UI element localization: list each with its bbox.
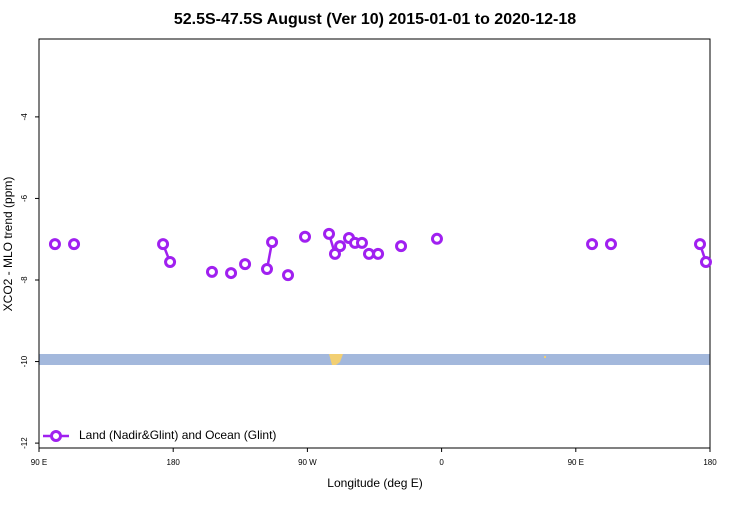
data-point	[694, 238, 707, 251]
legend-label: Land (Nadir&Glint) and Ocean (Glint)	[79, 428, 276, 442]
data-point	[355, 236, 368, 249]
data-point	[266, 236, 279, 249]
data-point	[334, 240, 347, 253]
x-tick-label: 180	[167, 458, 181, 467]
x-tick-label: 90 W	[298, 458, 317, 467]
legend-marker	[50, 430, 62, 442]
y-tick-label: -4	[20, 113, 29, 121]
data-point	[372, 247, 385, 260]
y-tick-label: -8	[20, 276, 29, 284]
data-point	[68, 238, 81, 251]
data-point	[48, 238, 61, 251]
data-point	[430, 232, 443, 245]
data-point	[157, 238, 170, 251]
plot-frame	[38, 38, 711, 449]
x-tick-label: 90 E	[568, 458, 584, 467]
map-strip	[39, 354, 710, 365]
chart-title: 52.5S-47.5S August (Ver 10) 2015-01-01 t…	[174, 11, 576, 28]
data-point	[586, 238, 599, 251]
data-point	[323, 227, 336, 240]
data-point	[239, 258, 252, 271]
x-tick-label: 90 E	[31, 458, 47, 467]
data-point	[225, 267, 238, 280]
data-point	[260, 262, 273, 275]
y-axis-label: XCO2 - MLO trend (ppm)	[1, 177, 15, 312]
y-tick-label: -12	[20, 437, 29, 449]
x-tick-label: 0	[439, 458, 444, 467]
x-tick-label: 180	[703, 458, 717, 467]
y-tick-label: -10	[20, 355, 29, 367]
data-point	[299, 230, 312, 243]
data-point	[205, 265, 218, 278]
x-axis-label: Longitude (deg E)	[327, 476, 422, 490]
data-point	[604, 238, 617, 251]
data-point	[699, 256, 712, 269]
data-point	[328, 247, 341, 260]
y-tick-label: -6	[20, 194, 29, 202]
data-point	[282, 269, 295, 282]
data-point	[164, 256, 177, 269]
data-point	[395, 240, 408, 253]
